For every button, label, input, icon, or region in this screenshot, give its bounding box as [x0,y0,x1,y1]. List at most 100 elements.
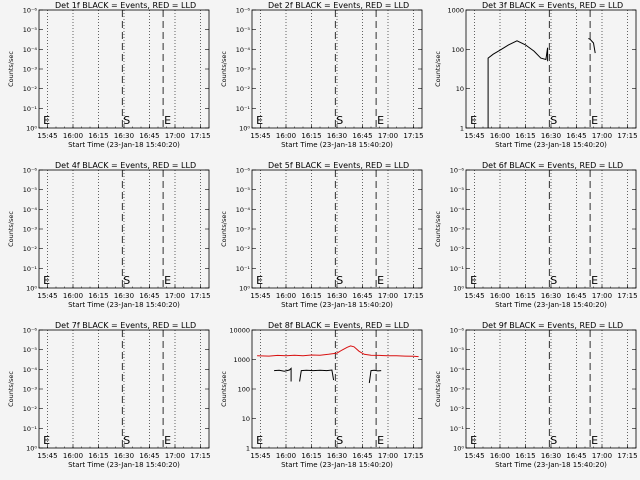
y-tick-label: 10⁻¹ [23,425,38,433]
marker-label-E: E [591,274,598,287]
x-tick-label: 17:00 [378,292,398,300]
x-tick-label: 17:15 [617,132,637,140]
marker-label-S: S [336,434,343,447]
x-tick-label: 16:30 [327,292,347,300]
y-tick-label: 10⁻⁵ [23,346,38,354]
x-axis-label: Start Time (23-Jan-18 15:40:20) [68,141,180,149]
y-tick-label: 10⁻⁴ [23,46,38,54]
marker-label-S: S [123,434,130,447]
x-axis-label: Start Time (23-Jan-18 15:40:20) [495,461,607,469]
x-tick-label: 16:00 [63,132,83,140]
marker-label-E: E [377,114,384,127]
y-tick-label: 10⁻⁶ [236,7,251,15]
y-tick-label: 10⁻⁶ [23,7,38,15]
y-axis-label: Counts/sec [220,51,228,87]
y-tick-label: 1000 [233,356,250,364]
y-tick-label: 10⁻³ [450,226,465,234]
y-tick-label: 10⁻³ [236,66,251,74]
x-tick-label: 17:00 [592,132,612,140]
marker-label-E: E [43,434,50,447]
x-tick-label: 16:15 [88,292,108,300]
y-tick-label: 10⁻⁶ [23,167,38,175]
series-line-black [368,369,382,384]
y-tick-label: 10 [242,415,250,423]
panel-title: Det 2f BLACK = Events, RED = LLD [268,1,409,10]
y-axis-label: Counts/sec [7,211,15,247]
panel-6: Det 6f BLACK = Events, RED = LLD 15:45 16:… [434,161,638,309]
marker-label-E: E [164,274,171,287]
y-tick-label: 10⁻⁵ [236,186,251,194]
series-line-black [299,369,335,382]
plot-frame [465,329,637,449]
y-tick-label: 10⁻⁴ [236,206,251,214]
x-tick-label: 17:00 [165,292,185,300]
x-tick-label: 16:30 [114,132,134,140]
panel-title: Det 6f BLACK = Events, RED = LLD [482,161,623,170]
panel-7: Det 7f BLACK = Events, RED = LLD 15:45 16:… [7,321,211,469]
x-tick-label: 17:15 [403,292,423,300]
y-tick-label: 10⁻⁶ [450,327,465,335]
x-tick-label: 16:30 [541,132,561,140]
y-axis-label: Counts/sec [434,51,442,87]
marker-label-S: S [550,434,557,447]
x-tick-label: 16:30 [327,132,347,140]
x-tick-label: 17:15 [190,292,210,300]
x-axis-label: Start Time (23-Jan-18 15:40:20) [281,461,393,469]
panel-title: Det 8f BLACK = Events, RED = LLD [268,321,409,330]
x-tick-label: 16:15 [515,452,535,460]
panel-title: Det 5f BLACK = Events, RED = LLD [268,161,409,170]
y-tick-label: 10⁻² [236,85,251,93]
x-tick-label: 16:00 [490,452,510,460]
plot-frame [38,329,210,449]
plot-frame [251,169,423,289]
panel-title: Det 9f BLACK = Events, RED = LLD [482,321,623,330]
marker-label-E: E [377,434,384,447]
y-tick-label: 10⁰ [239,125,250,133]
x-tick-label: 16:45 [352,452,372,460]
y-tick-label: 10⁻⁶ [236,167,251,175]
x-tick-label: 16:15 [88,452,108,460]
y-tick-label: 10⁻³ [23,386,38,394]
x-tick-label: 17:00 [165,132,185,140]
x-tick-label: 17:15 [190,132,210,140]
panel-title: Det 7f BLACK = Events, RED = LLD [55,321,196,330]
y-tick-label: 10⁻⁴ [450,206,465,214]
x-tick-label: 16:30 [114,292,134,300]
y-tick-label: 10⁻¹ [236,105,251,113]
x-axis-label: Start Time (23-Jan-18 15:40:20) [495,141,607,149]
plot-frame [465,169,637,289]
series-line-black [588,37,596,54]
y-tick-label: 1000 [447,7,464,15]
plot-frame [251,329,423,449]
x-tick-label: 17:00 [378,132,398,140]
y-axis-label: Counts/sec [434,371,442,407]
x-tick-label: 16:45 [566,452,586,460]
y-tick-label: 10⁻¹ [236,265,251,273]
x-tick-label: 16:30 [541,452,561,460]
x-tick-label: 15:45 [37,452,57,460]
panel-2: Det 2f BLACK = Events, RED = LLD 15:45 16:… [220,1,424,149]
y-tick-label: 10⁻² [23,245,38,253]
y-tick-label: 100 [452,46,464,54]
marker-label-S: S [550,274,557,287]
y-tick-label: 10⁻⁴ [450,366,465,374]
series-line-red [257,345,419,358]
plot-frame [38,169,210,289]
x-tick-label: 16:00 [490,292,510,300]
y-tick-label: 10⁻³ [23,66,38,74]
marker-label-S: S [550,114,557,127]
y-tick-label: 10⁻¹ [23,265,38,273]
marker-label-E: E [591,114,598,127]
marker-label-E: E [256,434,263,447]
panel-1: Det 1f BLACK = Events, RED = LLD 15:45 16:… [7,1,211,149]
x-tick-label: 16:45 [352,132,372,140]
marker-label-E: E [470,274,477,287]
x-tick-label: 16:45 [566,132,586,140]
marker-label-E: E [256,274,263,287]
y-tick-label: 10⁻⁵ [236,26,251,34]
y-tick-label: 10⁰ [453,285,464,293]
y-tick-label: 100 [238,386,250,394]
y-tick-label: 10⁻⁵ [450,186,465,194]
panel-title: Det 3f BLACK = Events, RED = LLD [482,1,623,10]
x-tick-label: 17:00 [592,292,612,300]
